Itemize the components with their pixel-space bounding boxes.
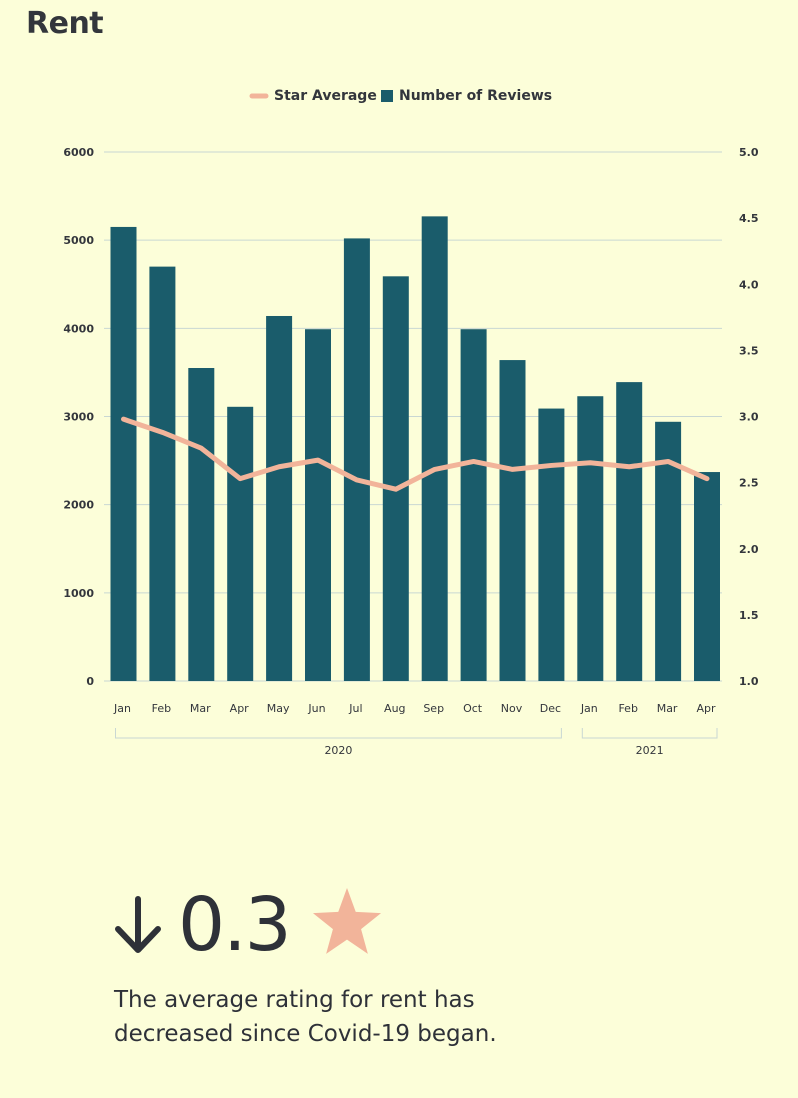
bar bbox=[227, 406, 254, 681]
left-tick-label: 3000 bbox=[63, 411, 94, 424]
year-label: 2021 bbox=[636, 744, 664, 757]
left-tick-label: 0 bbox=[86, 675, 94, 688]
bar bbox=[382, 276, 409, 681]
month-label: Apr bbox=[696, 702, 716, 715]
bar bbox=[499, 360, 526, 681]
year-label: 2020 bbox=[324, 744, 352, 757]
month-label: Nov bbox=[501, 702, 523, 715]
year-bracket bbox=[115, 728, 562, 739]
right-tick-label: 4.5 bbox=[739, 212, 759, 225]
bar bbox=[343, 238, 370, 682]
bar bbox=[149, 266, 176, 681]
month-label: Oct bbox=[463, 702, 483, 715]
rating-caption: The average rating for rent has decrease… bbox=[114, 987, 497, 1047]
down-arrow-icon bbox=[115, 896, 161, 953]
x-axis: Jan Feb Mar Apr May Jun Jul Aug Sep Oct Nov Dec Jan F… bbox=[113, 702, 716, 715]
right-tick-label: 3.0 bbox=[739, 411, 759, 424]
month-label: Sep bbox=[423, 702, 444, 715]
year-groups: 2020 2021 bbox=[115, 728, 718, 757]
rating-change: 0.3 bbox=[112, 870, 384, 980]
star-average-line bbox=[121, 416, 710, 492]
month-label: Jan bbox=[113, 702, 131, 715]
bar bbox=[460, 329, 487, 681]
bar bbox=[577, 396, 604, 681]
legend-bar-swatch bbox=[381, 90, 393, 102]
left-tick-label: 1000 bbox=[63, 587, 94, 600]
left-tick-label: 4000 bbox=[63, 322, 94, 335]
left-axis: 0 1000 2000 3000 4000 5000 6000 bbox=[63, 146, 94, 688]
month-label: Jul bbox=[348, 702, 362, 715]
bar-series bbox=[110, 216, 720, 682]
right-axis: 1.0 1.5 2.0 2.5 3.0 3.5 4.0 4.5 5.0 bbox=[739, 146, 759, 688]
right-tick-label: 1.0 bbox=[739, 675, 759, 688]
bar bbox=[266, 315, 293, 681]
bar bbox=[110, 226, 137, 682]
month-label: May bbox=[267, 702, 290, 715]
month-label: Jan bbox=[580, 702, 598, 715]
bar bbox=[305, 329, 331, 681]
right-tick-label: 2.5 bbox=[739, 477, 759, 490]
month-label: Dec bbox=[540, 702, 561, 715]
star-icon bbox=[312, 887, 381, 954]
month-label: Jun bbox=[307, 702, 325, 715]
left-tick-label: 5000 bbox=[63, 234, 94, 247]
legend-label: Star Average bbox=[274, 88, 377, 104]
month-label: Apr bbox=[230, 702, 250, 715]
chart-legend: Star Average Number of Reviews bbox=[249, 88, 552, 104]
page-title: Rent bbox=[26, 6, 104, 41]
rating-change-value: 0.3 bbox=[178, 882, 292, 968]
right-tick-label: 1.5 bbox=[739, 609, 759, 622]
month-label: Mar bbox=[657, 702, 678, 715]
right-tick-label: 5.0 bbox=[739, 146, 759, 159]
year-bracket bbox=[581, 728, 718, 739]
month-label: Mar bbox=[190, 702, 211, 715]
left-tick-label: 2000 bbox=[63, 499, 94, 512]
month-label: Feb bbox=[152, 702, 171, 715]
bar bbox=[538, 408, 565, 681]
bar bbox=[694, 472, 720, 681]
left-tick-label: 6000 bbox=[63, 146, 94, 159]
right-tick-label: 2.0 bbox=[739, 543, 759, 556]
right-tick-label: 3.5 bbox=[739, 344, 759, 357]
legend-label: Number of Reviews bbox=[399, 88, 552, 104]
month-label: Aug bbox=[384, 702, 405, 715]
rent-chart: Star Average Number of Reviews 0 1000 2000 3… bbox=[63, 88, 759, 757]
line-series bbox=[121, 416, 710, 492]
month-label: Feb bbox=[618, 702, 637, 715]
bar bbox=[188, 368, 215, 681]
bar bbox=[421, 216, 448, 681]
right-tick-label: 4.0 bbox=[739, 278, 759, 291]
bar bbox=[616, 382, 643, 681]
